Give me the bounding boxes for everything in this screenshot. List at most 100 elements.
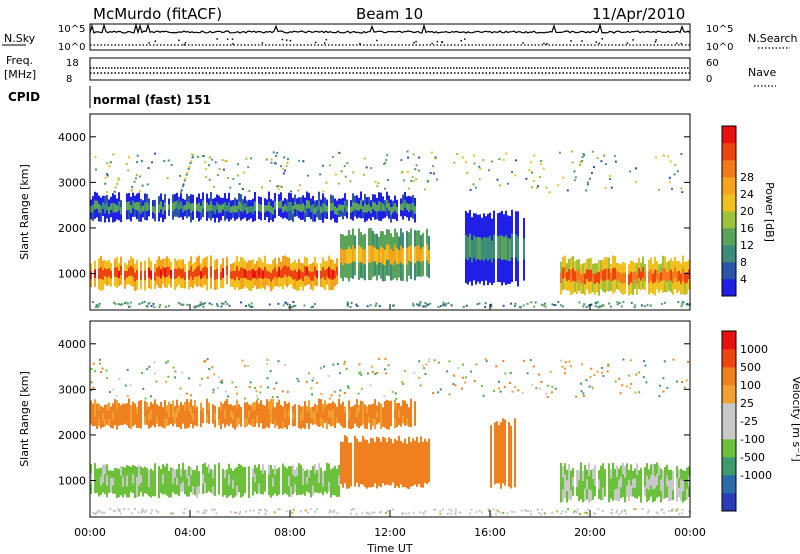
scatter-point	[587, 304, 590, 307]
data-cell	[370, 213, 372, 221]
data-cell	[292, 262, 294, 272]
data-cell	[467, 260, 469, 285]
data-cell	[222, 487, 224, 497]
data-cell	[510, 446, 512, 468]
data-cell	[174, 485, 176, 495]
data-cell	[254, 401, 256, 411]
data-cell	[184, 477, 186, 487]
scatter-point	[634, 391, 637, 394]
scatter-point	[568, 360, 571, 363]
scatter-point	[129, 384, 132, 387]
data-cell	[240, 278, 242, 289]
data-cell	[312, 280, 314, 291]
data-cell	[344, 208, 346, 217]
scatter-point	[634, 167, 637, 170]
scatter-point	[378, 358, 381, 361]
colorbar-tick-label: -1000	[740, 469, 772, 482]
scatter-point	[125, 301, 128, 304]
data-cell	[106, 202, 108, 211]
data-cell	[570, 480, 572, 491]
scatter-point	[126, 302, 129, 305]
data-cell	[592, 282, 594, 293]
data-cell	[422, 442, 424, 458]
data-cell	[120, 256, 122, 267]
data-cell	[192, 202, 194, 212]
scatter-point	[667, 155, 670, 158]
data-cell	[240, 267, 242, 279]
data-cell	[128, 465, 130, 477]
data-cell	[402, 472, 404, 488]
data-cell	[190, 467, 192, 476]
data-cell	[174, 201, 176, 210]
data-cell	[210, 255, 212, 267]
data-cell	[292, 270, 294, 280]
data-cell	[114, 467, 116, 477]
data-cell	[668, 469, 670, 481]
data-cell	[190, 399, 192, 408]
scatter-point	[425, 363, 428, 366]
data-cell	[378, 249, 380, 263]
scatter-point	[316, 508, 318, 511]
scatter-point	[196, 155, 199, 158]
data-cell	[274, 474, 276, 485]
data-cell	[598, 260, 600, 273]
colorbar-cell	[722, 457, 736, 476]
data-cell	[360, 400, 362, 410]
data-cell	[214, 205, 216, 215]
data-cell	[600, 260, 602, 271]
data-cell	[248, 280, 250, 291]
data-cell	[120, 411, 122, 419]
data-cell	[226, 415, 228, 425]
data-cell	[346, 211, 348, 219]
data-cell	[186, 201, 188, 211]
data-cell	[226, 469, 228, 480]
data-cell	[178, 412, 180, 421]
data-cell	[248, 260, 250, 271]
nsearch-point	[183, 43, 185, 46]
data-cell	[386, 470, 388, 485]
scatter-point	[545, 186, 548, 189]
data-cell	[288, 192, 290, 203]
data-cell	[510, 425, 512, 447]
scatter-point	[549, 370, 552, 373]
data-cell	[614, 489, 616, 501]
data-cell	[350, 471, 352, 487]
data-cell	[490, 425, 492, 447]
scatter-point	[226, 303, 229, 306]
data-cell	[654, 256, 656, 270]
data-cell	[136, 259, 138, 271]
data-cell	[236, 266, 238, 278]
data-cell	[566, 469, 568, 481]
data-cell	[228, 474, 230, 486]
data-cell	[386, 229, 388, 245]
data-cell	[246, 213, 248, 221]
data-cell	[144, 260, 146, 271]
data-cell	[364, 412, 366, 421]
data-cell	[576, 478, 578, 488]
data-cell	[248, 212, 250, 220]
data-cell	[390, 248, 392, 265]
scatter-point	[329, 510, 332, 513]
data-cell	[354, 248, 356, 263]
scatter-point	[490, 303, 492, 306]
data-cell	[114, 407, 116, 417]
data-cell	[576, 470, 578, 480]
data-cell	[426, 469, 428, 484]
data-cell	[650, 464, 652, 476]
scatter-point	[236, 392, 238, 395]
data-cell	[572, 477, 574, 487]
data-cell	[580, 486, 582, 500]
scatter-point	[131, 512, 134, 515]
data-cell	[188, 410, 190, 420]
data-cell	[156, 417, 158, 424]
data-cell	[184, 205, 186, 211]
data-cell	[124, 410, 126, 418]
data-cell	[188, 261, 190, 271]
data-cell	[260, 212, 262, 221]
scatter-point	[557, 184, 560, 187]
data-cell	[104, 419, 106, 427]
scatter-point	[670, 509, 673, 512]
data-cell	[106, 210, 108, 219]
scatter-point	[634, 304, 637, 307]
data-cell	[503, 259, 505, 283]
